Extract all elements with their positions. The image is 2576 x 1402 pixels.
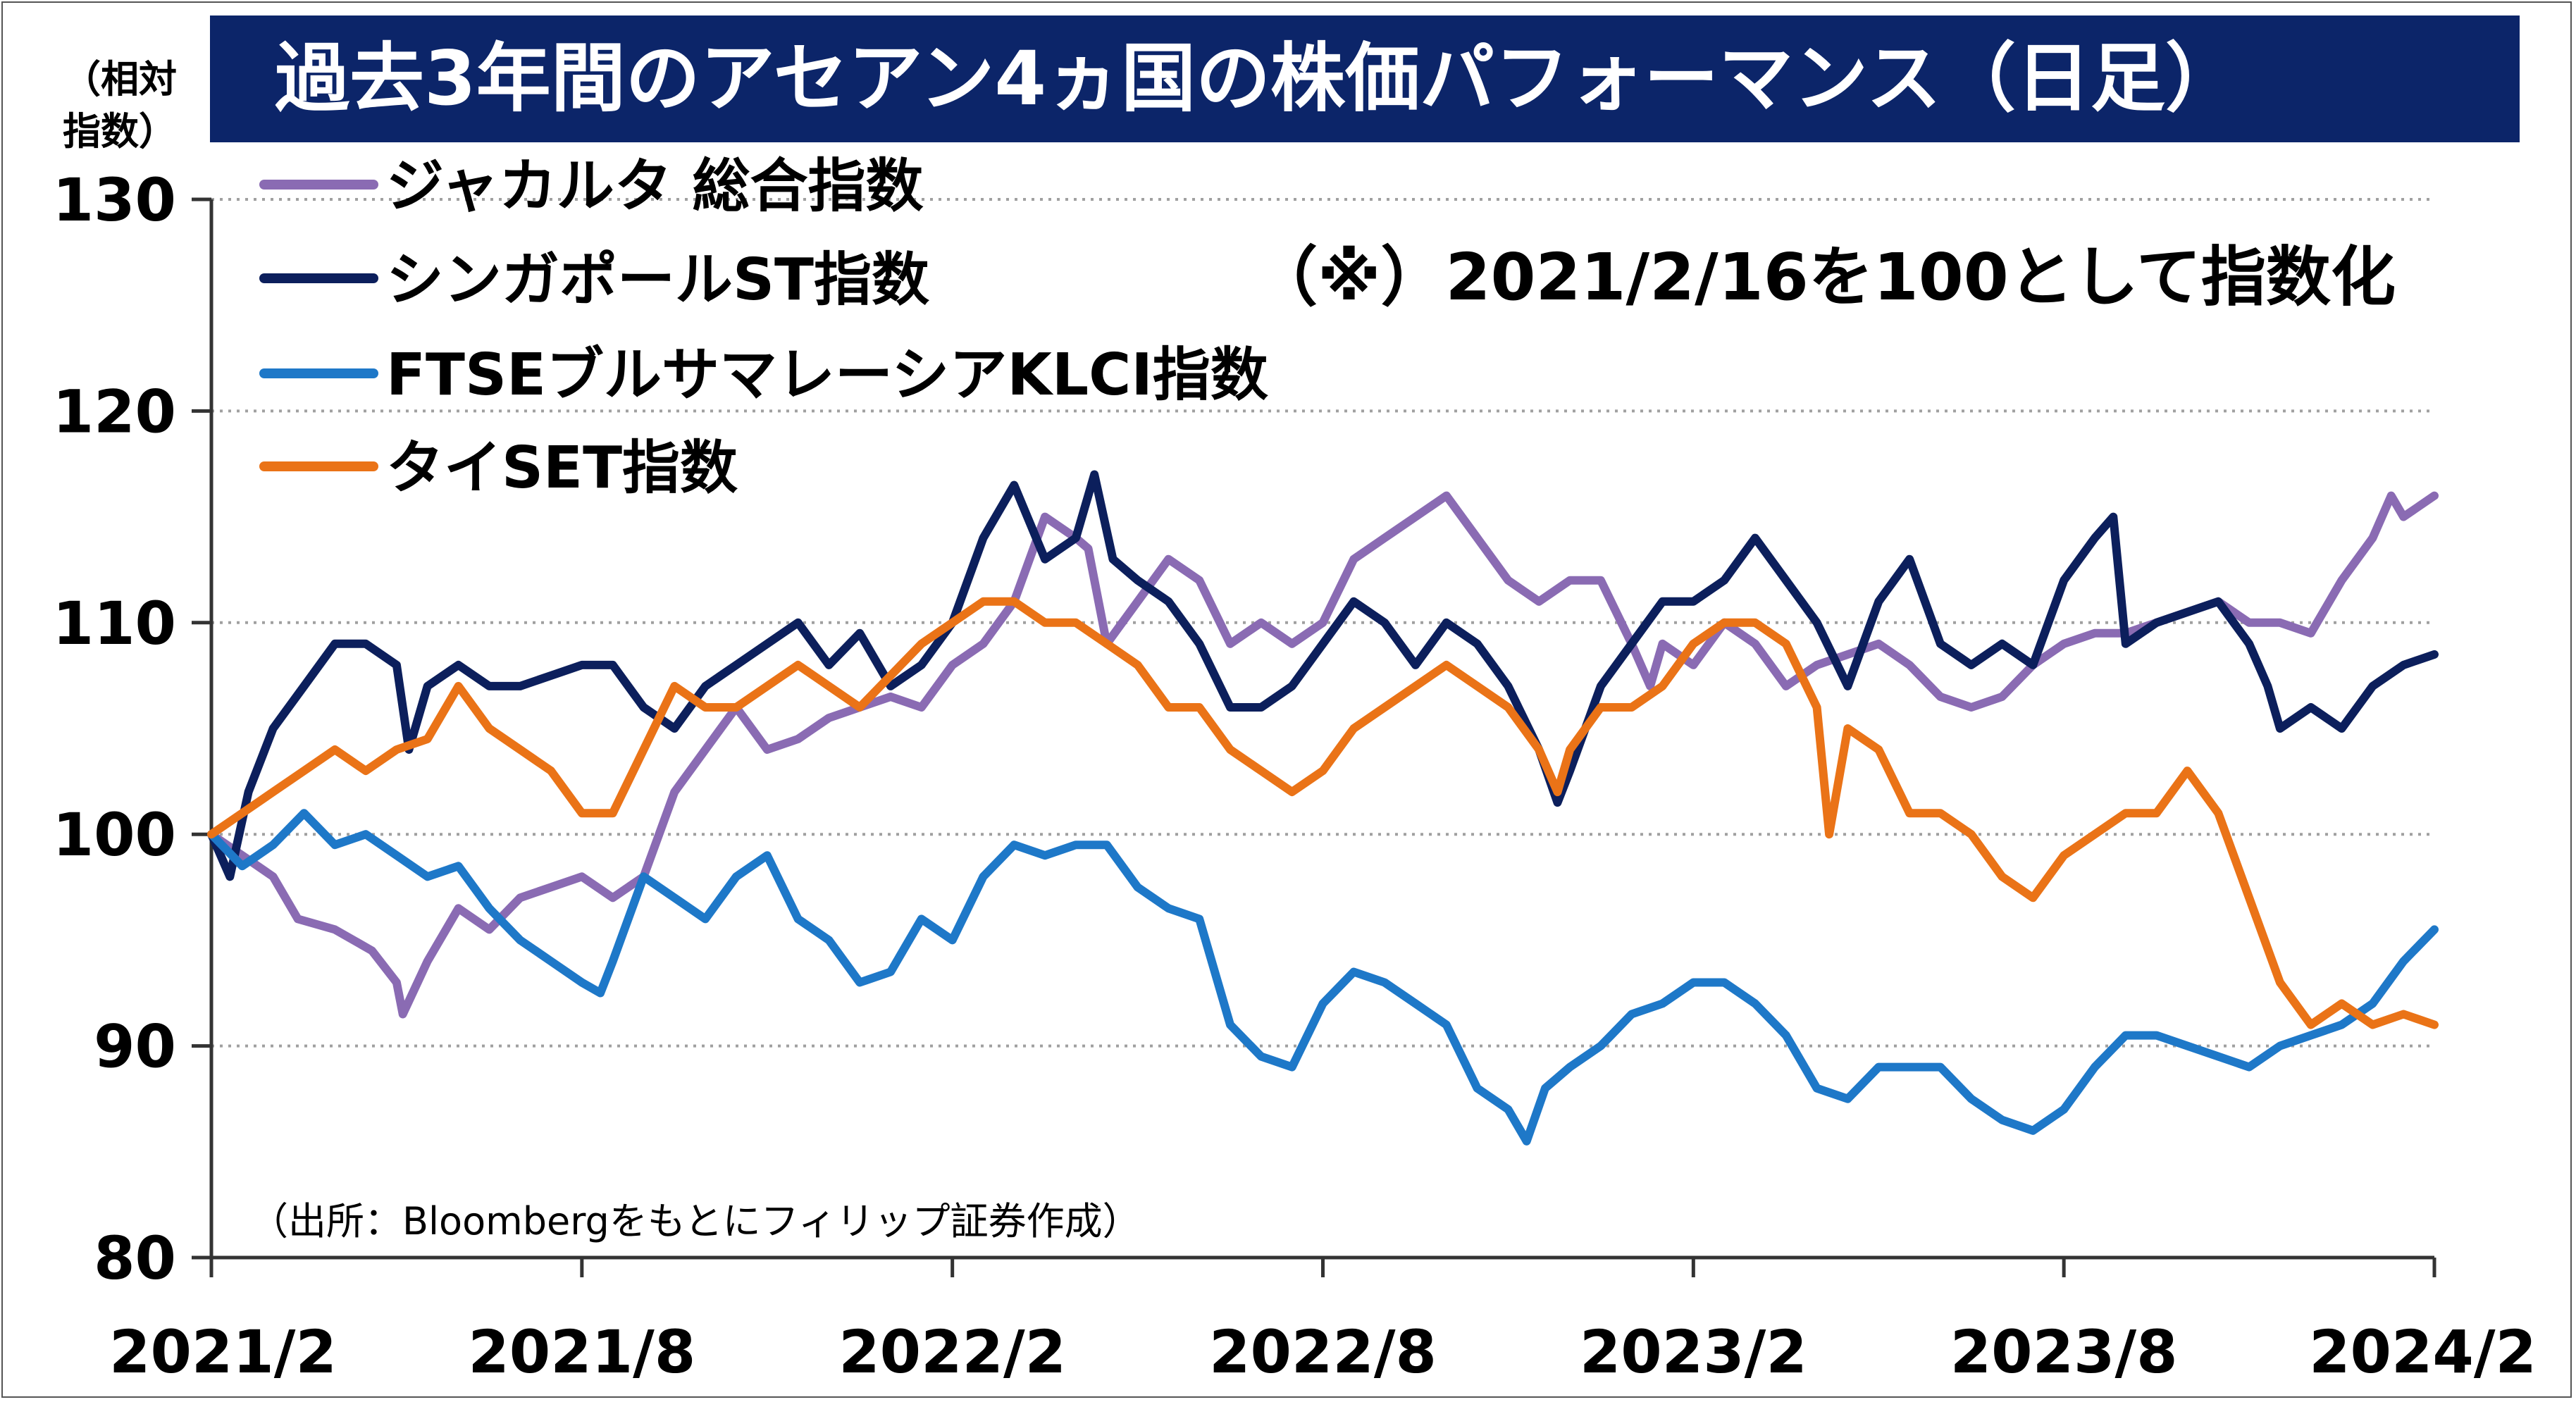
x-tick-label: 2021/8: [468, 1317, 695, 1387]
legend-label-singapore: シンガポールST指数: [386, 247, 929, 314]
chart-title: 過去3年間のアセアン4ヵ国の株価パフォーマンス（日足）: [210, 15, 2520, 142]
series-line-singapore: [207, 470, 2439, 881]
axes: 80 90 100 110 120 130 2021/2 2021/8 2022/2 2022/8…: [53, 166, 2537, 1387]
series-line-jakarta: [207, 491, 2439, 1019]
series-lines: [207, 470, 2439, 1146]
x-tick-label: 2022/8: [1209, 1317, 1437, 1387]
y-tick-label: 130: [53, 166, 176, 235]
y-axis-unit-label: （相対 指数）: [49, 54, 190, 158]
y-tick-label: 110: [53, 589, 176, 658]
legend-label-malaysia: FTSEブルサマレーシアKLCI指数: [386, 342, 1268, 409]
y-tick-label: 100: [53, 800, 176, 869]
series-line-malaysia: [207, 809, 2439, 1146]
legend-label-jakarta: ジャカルタ 総合指数: [386, 153, 923, 220]
x-tick-label: 2023/2: [1580, 1317, 1807, 1387]
y-tick-label: 90: [94, 1012, 176, 1081]
source-note: （出所：Bloombergをもとにフィリップ証券作成）: [250, 1199, 1141, 1243]
legend-label-thailand: タイSET指数: [386, 435, 738, 502]
index-note: （※）2021/2/16を100として指数化: [1253, 240, 2396, 315]
x-tick-label: 2024/2: [2309, 1317, 2537, 1387]
x-tick-label: 2023/8: [1950, 1317, 2178, 1387]
gridlines: [211, 198, 2434, 1048]
x-tick-label: 2022/2: [838, 1317, 1066, 1387]
y-axis-unit-line2: 指数）: [63, 109, 177, 154]
y-tick-label: 80: [94, 1224, 176, 1293]
series-line-thailand: [207, 597, 2439, 1029]
y-axis-unit-line1: （相対: [63, 57, 177, 101]
x-tick-label: 2021/2: [109, 1317, 337, 1387]
y-tick-label: 120: [53, 377, 176, 446]
